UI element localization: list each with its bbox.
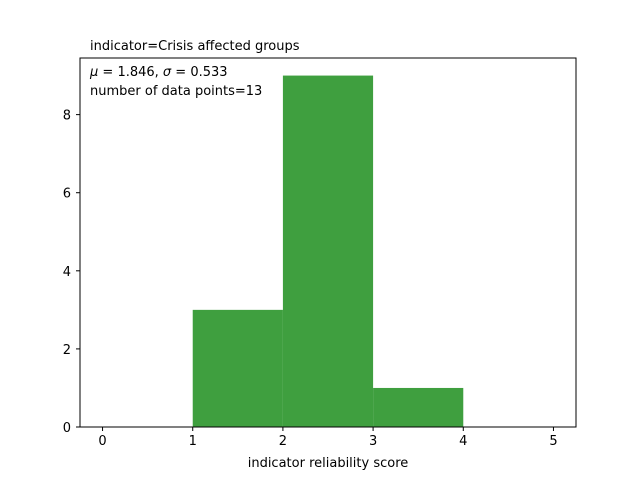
chart-title: indicator=Crisis affected groups [90, 39, 300, 54]
histogram-bar-1-2 [192, 309, 283, 427]
x-tick-label: 4 [459, 434, 467, 449]
x-tick-label: 3 [369, 434, 377, 449]
y-tick-label: 8 [63, 109, 71, 124]
x-tick-label: 0 [98, 434, 106, 449]
y-tick-label: 6 [63, 187, 71, 202]
stats-annotation: μ = 1.846, σ = 0.533 [89, 65, 228, 80]
sigma-value: = 0.533 [171, 65, 227, 80]
x-axis-label: indicator reliability score [248, 456, 409, 471]
sigma-symbol: σ [163, 65, 172, 80]
mu-value: = 1.846, [98, 65, 163, 80]
histogram-bar-3-4 [373, 387, 464, 427]
plot-frame [79, 57, 577, 428]
x-axis-ticks: 0 1 2 3 4 5 [98, 427, 558, 449]
x-tick-label: 1 [189, 434, 197, 449]
y-axis-ticks: 0 2 4 6 8 [63, 109, 80, 436]
data-count-annotation: number of data points=13 [90, 84, 262, 99]
y-tick-label: 0 [63, 421, 71, 436]
histogram-bar-2-3 [282, 75, 374, 428]
mu-symbol: μ [89, 65, 98, 80]
x-tick-label: 2 [279, 434, 287, 449]
bars-layer [192, 75, 464, 428]
y-tick-label: 4 [63, 265, 71, 280]
x-tick-label: 5 [549, 434, 557, 449]
y-tick-label: 2 [63, 343, 71, 358]
